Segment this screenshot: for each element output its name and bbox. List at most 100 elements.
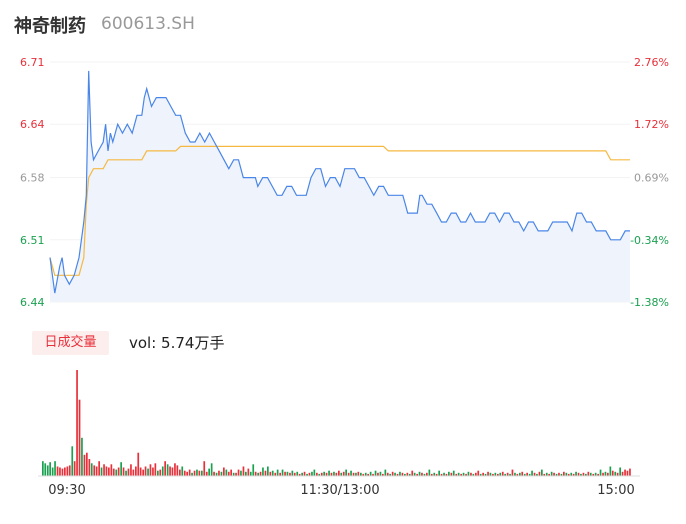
volume-bar [629, 468, 631, 476]
volume-bar [201, 470, 203, 476]
volume-bar [269, 471, 272, 476]
percent-tick-label: 0.69% [634, 172, 669, 185]
volume-bar [626, 470, 629, 476]
volume-bar [215, 472, 218, 476]
volume-bar [357, 471, 360, 476]
volume-bar [306, 473, 308, 476]
volume-bar [391, 471, 394, 476]
volume-bar [408, 473, 411, 476]
volume-bar [594, 472, 597, 476]
volume-bar [421, 472, 423, 476]
volume-bar [616, 472, 619, 476]
volume-bar [115, 469, 118, 476]
volume-bar [313, 469, 316, 476]
price-line [49, 70, 630, 294]
volume-bar [440, 473, 443, 476]
volume-bar [298, 473, 301, 476]
volume-bar [135, 466, 137, 476]
volume-bar [157, 470, 159, 476]
volume-bar [98, 461, 100, 476]
volume-bar [230, 469, 232, 476]
volume-bar [110, 464, 113, 476]
volume-bar [599, 469, 602, 476]
volume-bar [585, 473, 587, 476]
volume-bar [558, 472, 560, 476]
volume-bar [396, 473, 399, 476]
volume-bar [560, 473, 563, 476]
percent-tick-label: 2.76% [634, 56, 669, 69]
volume-bar [352, 472, 355, 476]
volume-bar [117, 467, 120, 476]
volume-bar [433, 472, 436, 476]
volume-bar [465, 473, 467, 476]
volume-bar [139, 467, 142, 476]
volume-bar [374, 470, 377, 476]
volume-bar [572, 473, 575, 476]
price-tick-label: 6.51 [20, 234, 45, 247]
volume-bar [479, 473, 482, 476]
volume-bar [386, 472, 389, 476]
volume-bar [264, 470, 267, 476]
volume-bar [154, 463, 157, 476]
volume-bar [78, 399, 81, 476]
volume-bar [64, 467, 66, 476]
volume-bar [286, 471, 289, 476]
volume-bar [191, 472, 193, 476]
volume-bar [147, 468, 149, 476]
volume-bar [240, 470, 242, 476]
volume-bar [563, 471, 565, 476]
volume-bar [533, 472, 536, 476]
volume-bar [193, 470, 196, 476]
volume-bar [49, 462, 51, 476]
volume-bar [301, 472, 303, 476]
volume-bar [555, 473, 558, 476]
volume-bar [245, 471, 247, 476]
volume-bar [426, 472, 428, 476]
volume-bar [401, 472, 404, 476]
volume-bar [523, 473, 526, 476]
volume-bar [247, 468, 250, 476]
volume-bar [205, 471, 208, 476]
volume-bar [95, 466, 98, 476]
volume-bars [42, 370, 631, 476]
volume-bar [345, 469, 347, 476]
volume-readout: vol: 5.74万手 [129, 334, 225, 352]
price-axis: 6.71 6.64 6.58 6.51 6.44 [20, 56, 45, 309]
volume-bar [325, 472, 328, 476]
volume-bar [460, 473, 462, 476]
price-tick-label: 6.71 [20, 56, 45, 69]
volume-bar [413, 472, 416, 476]
volume-bar [320, 472, 323, 476]
price-tick-label: 6.58 [20, 172, 45, 185]
volume-bar [521, 471, 524, 476]
volume-bar [602, 472, 604, 476]
volume-bar [362, 473, 365, 476]
volume-bar [293, 472, 296, 476]
avg-price-line [49, 145, 630, 276]
volume-bar [565, 472, 568, 476]
volume-bar [418, 471, 421, 476]
volume-bar [567, 473, 570, 476]
volume-bar [484, 473, 487, 476]
volume-bar [467, 471, 470, 476]
volume-bar [472, 473, 475, 476]
volume-bar [611, 470, 614, 476]
volume-bar [531, 470, 533, 476]
volume-bar [262, 467, 264, 476]
volume-bar [328, 470, 330, 476]
volume-bar [316, 472, 318, 476]
volume-bar [538, 471, 541, 476]
volume-bar [443, 472, 445, 476]
volume-bar [519, 472, 521, 476]
volume-bar [164, 461, 166, 476]
volume-bar [580, 473, 582, 476]
volume-bar [399, 471, 401, 476]
volume-bar [169, 466, 171, 476]
volume-bar [448, 471, 450, 476]
volume-bar [364, 472, 367, 476]
percent-tick-label: 1.72% [634, 118, 669, 131]
volume-bar [257, 472, 259, 476]
volume-bar [308, 472, 311, 476]
volume-bar [338, 470, 340, 476]
volume-bar [232, 472, 235, 476]
